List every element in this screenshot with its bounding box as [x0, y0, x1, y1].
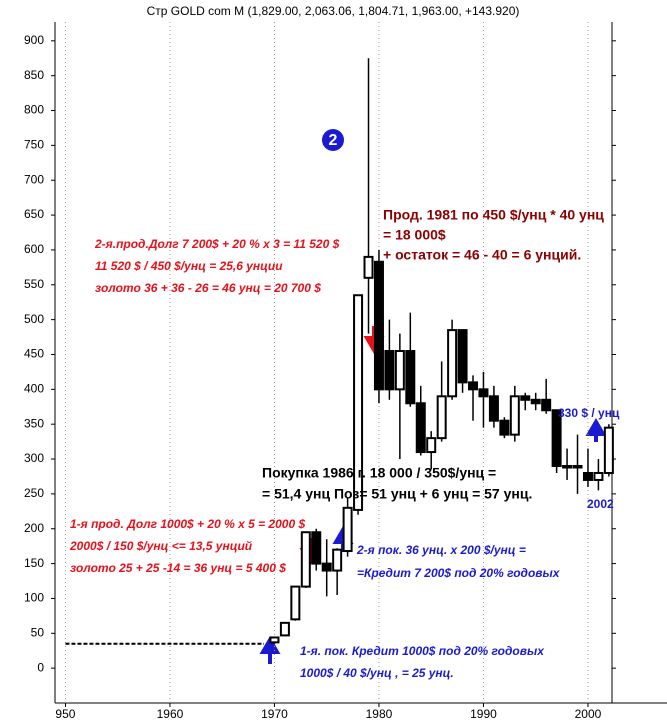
y-tick-label: 100 [24, 591, 44, 605]
candle-body [373, 260, 384, 391]
candle-body [530, 398, 541, 405]
annotation: Прод. 1981 по 450 $/унц * 40 унц [383, 207, 604, 223]
candle-body [300, 531, 311, 588]
candle-body [593, 471, 604, 481]
up-arrow [259, 636, 281, 664]
annotation: золото 25 + 25 -14 = 36 унц = 5 400 $ [70, 561, 286, 575]
annotation: 1000$ / 40 $/унц , = 25 унц. [300, 666, 454, 680]
x-tick-label: 1980 [366, 707, 393, 721]
candle-body [290, 585, 301, 621]
candle-body [363, 255, 374, 279]
y-tick-label: 250 [24, 486, 44, 500]
annotation: 330 $ / унц [558, 406, 620, 420]
annotation: 1-я. пок. Кредит 1000$ под 20% годовых [300, 644, 545, 658]
x-tick-label: 2000 [575, 707, 602, 721]
candle-body [426, 437, 437, 454]
y-tick-label: 150 [24, 556, 44, 570]
up-arrow [585, 418, 607, 442]
candle-body [572, 465, 583, 469]
candle-body [415, 402, 426, 454]
annotation: 2-я.прод.Долг 7 200$ + 20 % х 3 = 11 520… [94, 237, 340, 251]
candle-body [582, 471, 593, 481]
x-tick-label: 1990 [470, 707, 497, 721]
candle-body [562, 465, 573, 469]
candle-body [436, 395, 447, 440]
y-tick-label: 50 [31, 625, 45, 639]
x-tick-label: 1960 [157, 707, 184, 721]
candle-body [457, 329, 468, 384]
y-tick-label: 200 [24, 521, 44, 535]
badge-text: 2 [329, 132, 338, 149]
y-tick-label: 300 [24, 451, 44, 465]
y-tick-label: 650 [24, 207, 44, 221]
y-tick-label: 500 [24, 312, 44, 326]
y-tick-label: 850 [24, 68, 44, 82]
y-tick-label: 400 [24, 382, 44, 396]
annotation: + остаток = 46 - 40 = 6 унций. [383, 247, 581, 263]
candle-body [603, 426, 614, 474]
candle-body [384, 349, 395, 391]
annotation: 2-я пок. 36 унц. х 200 $/унц = [356, 543, 526, 557]
candle-body [353, 294, 364, 511]
x-tick-label: 950 [55, 707, 75, 721]
candle-body [551, 409, 562, 468]
annotation: 2002 [587, 497, 614, 511]
candle-body [269, 636, 280, 644]
candle-body [488, 395, 499, 422]
y-tick-label: 750 [24, 138, 44, 152]
y-tick-label: 550 [24, 277, 44, 291]
y-tick-label: 800 [24, 103, 44, 117]
candle-body [332, 548, 343, 572]
y-tick-label: 700 [24, 172, 44, 186]
annotation: золото 36 + 36 - 26 = 46 унц = 20 700 $ [95, 281, 321, 295]
candle-body [405, 349, 416, 405]
candle-body [499, 419, 510, 436]
candle-body [520, 395, 531, 401]
x-tick-label: 1970 [261, 707, 288, 721]
y-tick-label: 600 [24, 242, 44, 256]
annotation: 1-я прод. Долг 1000$ + 20 % х 5 = 2000 $ [70, 517, 305, 531]
annotation: Покупка 1986 г. 18 000 / 350$/унц = [262, 465, 496, 481]
annotation: 11 520 $ / 450 $/унц = 25,6 унции [95, 259, 283, 273]
candle-body [509, 395, 520, 436]
annotation: 2000$ / 150 $/унц <= 13,5 унций [69, 539, 253, 553]
y-tick-label: 350 [24, 416, 44, 430]
candle-body [447, 329, 458, 398]
candle-body [394, 349, 405, 391]
candle-body [342, 506, 353, 553]
candle-body [468, 381, 479, 391]
candle-body [311, 531, 322, 565]
annotation: =Кредит 7 200$ под 20% годовых [357, 566, 561, 580]
annotation: = 51,4 унц Поз= 51 унц + 6 унц = 57 унц. [262, 486, 532, 502]
candle-body [321, 562, 332, 572]
candle-body [279, 621, 290, 637]
y-tick-label: 0 [37, 660, 44, 674]
chart-title: Стр GOLD com M (1,829.00, 2,063.06, 1,80… [147, 4, 520, 18]
y-tick-label: 450 [24, 347, 44, 361]
badge-circle [322, 129, 344, 151]
candle-body [478, 388, 489, 398]
candle-body [541, 398, 552, 412]
annotation: = 18 000$ [383, 227, 446, 243]
y-tick-label: 900 [24, 33, 44, 47]
